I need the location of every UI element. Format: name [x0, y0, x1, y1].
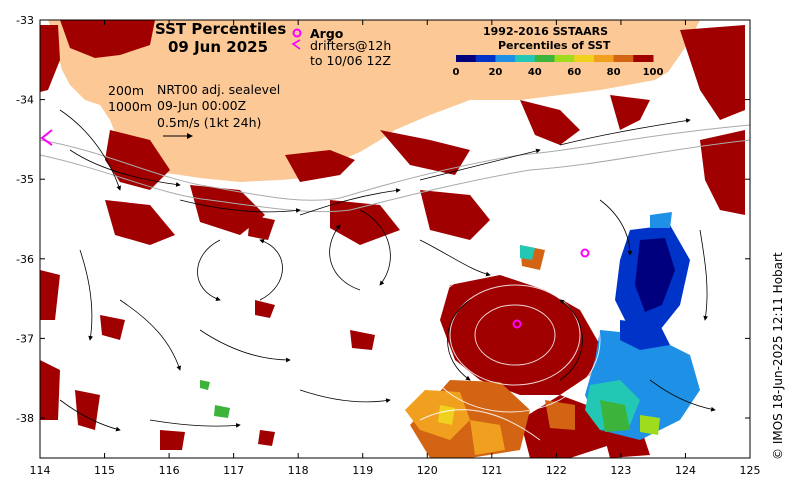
x-tick-label: 118 — [288, 464, 309, 477]
contour-depth-1: 200m — [108, 83, 144, 98]
x-tick-label: 121 — [481, 464, 502, 477]
colorbar-tick-label: 40 — [528, 67, 542, 78]
depth-contours — [40, 124, 750, 213]
x-tick-label: 116 — [159, 464, 180, 477]
drifters-legend-line-1: drifters@12h — [310, 38, 391, 53]
x-tick-label: 125 — [740, 464, 761, 477]
x-tick-label: 114 — [30, 464, 51, 477]
x-tick-label: 123 — [610, 464, 631, 477]
colorbar-swatch — [593, 55, 615, 62]
y-tick-label: -36 — [16, 253, 34, 266]
x-tick-label: 117 — [223, 464, 244, 477]
colorbar — [456, 55, 654, 62]
drifters-legend-line-2: to 10/06 12Z — [310, 53, 391, 68]
colorbar-swatch — [475, 55, 496, 62]
credit-text: © IMOS 18-Jun-2025 12:11 Hobart — [771, 252, 785, 460]
y-tick-label: -37 — [16, 332, 34, 345]
y-tick-label: -35 — [16, 173, 34, 186]
x-tick-label: 122 — [546, 464, 567, 477]
sealevel-contours — [419, 267, 601, 441]
colorbar-swatch — [456, 55, 477, 62]
info-time: 09-Jun 00:00Z — [157, 98, 246, 113]
info-model: NRT00 adj. sealevel — [157, 82, 280, 97]
y-axis — [40, 19, 750, 419]
colorbar-swatch — [534, 55, 555, 62]
colorbar-tick-label: 100 — [643, 67, 664, 78]
argo-float — [512, 319, 522, 329]
y-tick-label: -38 — [16, 412, 34, 425]
colorbar-tick-label: 0 — [453, 67, 460, 78]
drifter-marker — [40, 129, 53, 146]
y-axis-labels: -33 -34 -35 -36 -37 -38 — [16, 14, 34, 425]
colorbar-title-2: Percentiles of SST — [498, 39, 611, 52]
x-axis — [39, 20, 751, 458]
colorbar-ticks: 0 20 40 60 80 100 — [453, 67, 664, 78]
drifter-legend-icon — [291, 39, 301, 50]
title-line-1: SST Percentiles — [155, 20, 286, 38]
title-line-2: 09 Jun 2025 — [168, 38, 268, 56]
argo-floats — [512, 248, 590, 329]
colorbar-swatch — [515, 55, 536, 62]
plot-frame — [39, 19, 751, 459]
hot-patches — [40, 20, 745, 458]
argo-legend-icon — [292, 28, 302, 38]
y-tick-label: -33 — [16, 14, 34, 27]
colorbar-tick-label: 20 — [488, 67, 502, 78]
colorbar-swatch — [574, 55, 595, 62]
contour-depth-2: 1000m — [108, 99, 152, 114]
colorbar-swatch — [554, 55, 575, 62]
argo-float — [580, 248, 590, 258]
colorbar-swatch — [613, 55, 634, 62]
colorbar-title-1: 1992-2016 SSTAARS — [483, 25, 608, 38]
colorbar-swatch — [495, 55, 516, 62]
colorbar-swatch — [633, 55, 654, 62]
x-tick-label: 120 — [417, 464, 438, 477]
current-vectors — [59, 109, 716, 432]
info-scale: 0.5m/s (1kt 24h) — [157, 115, 261, 130]
x-axis-labels: 114 115 116 117 118 119 120 121 122 123 124 125 — [30, 464, 761, 477]
argo-legend-label: Argo — [310, 26, 344, 41]
y-tick-label: -34 — [16, 94, 34, 107]
x-tick-label: 119 — [352, 464, 373, 477]
x-tick-label: 115 — [94, 464, 115, 477]
colorbar-tick-label: 80 — [607, 67, 621, 78]
cool-patches — [200, 212, 700, 440]
colorbar-tick-label: 60 — [567, 67, 581, 78]
x-tick-label: 124 — [675, 464, 696, 477]
